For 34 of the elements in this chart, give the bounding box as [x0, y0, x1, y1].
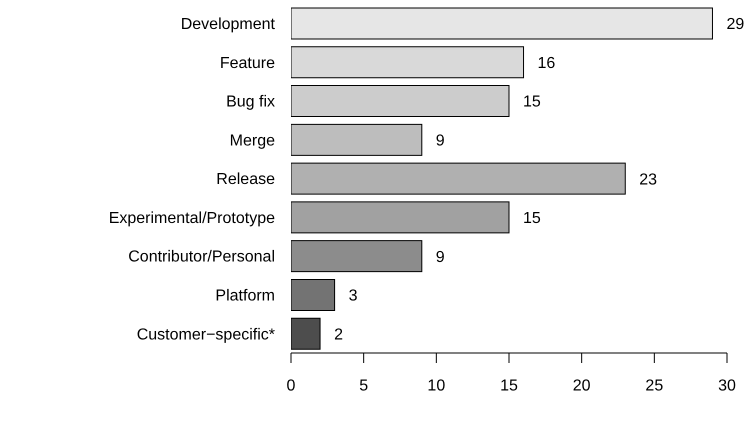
x-tick-label: 30 [718, 377, 736, 394]
data-label: 9 [436, 132, 445, 150]
data-label: 2 [334, 326, 344, 344]
bar [291, 85, 510, 118]
y-tick-label: Bug fix [226, 94, 275, 111]
y-tick-label: Platform [215, 288, 275, 305]
y-tick-label: Merge [230, 132, 276, 150]
bar [291, 240, 422, 272]
data-label: 16 [538, 54, 556, 72]
data-label: 15 [523, 94, 541, 111]
y-tick-label: Release [216, 171, 276, 188]
bar [291, 46, 524, 78]
data-label: 15 [523, 210, 541, 228]
y-tick-label: Contributor/Personal [128, 248, 275, 266]
y-tick-label: Customer−specific* [136, 326, 275, 344]
data-label: 23 [639, 171, 658, 188]
x-tick-label: 25 [645, 377, 664, 394]
bar [291, 162, 626, 195]
x-tick-label: 20 [572, 377, 591, 394]
data-label: 3 [348, 288, 358, 305]
y-tick-label: Feature [220, 54, 276, 72]
y-tick-label: Development [180, 16, 276, 34]
x-tick-label: 5 [359, 377, 368, 394]
bar [291, 201, 510, 234]
bar [291, 318, 321, 350]
bar [291, 8, 713, 40]
y-tick-label: Experimental/Prototype [108, 210, 276, 227]
x-tick-label: 0 [286, 377, 296, 394]
bar [291, 124, 422, 156]
x-tick-label: 10 [427, 377, 446, 394]
data-label: 9 [436, 248, 445, 266]
data-label: 29 [726, 16, 744, 34]
x-tick-label: 15 [500, 377, 518, 394]
bar [291, 278, 336, 311]
